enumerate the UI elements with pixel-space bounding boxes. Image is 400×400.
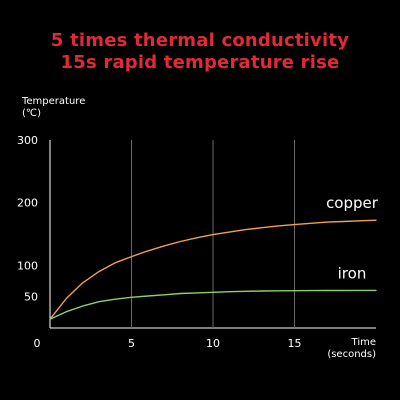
x-tick-label: 10 xyxy=(206,337,220,350)
y-tick-label: 100 xyxy=(17,259,38,272)
y-tick-label: 200 xyxy=(17,197,38,210)
y-tick-label: 50 xyxy=(24,291,38,304)
series-label-iron: iron xyxy=(338,264,367,282)
y-tick-labels: 50 100 200 300 xyxy=(17,134,38,304)
x-axis-label-line-1: Time xyxy=(351,337,376,348)
series-lines xyxy=(49,219,377,320)
y-tick-label: 300 xyxy=(17,134,38,147)
series-labels: copper iron xyxy=(326,194,379,282)
y-axis-label-line-1: Temperature xyxy=(21,96,85,107)
x-tick-labels: 0 5 10 15 xyxy=(34,337,302,350)
y-axis-label-line-2: (℃) xyxy=(22,108,41,119)
x-tick-label: 15 xyxy=(288,337,302,350)
x-tick-label: 0 xyxy=(34,337,41,350)
headline-line-2: 15s rapid temperature rise xyxy=(60,52,340,73)
x-axis-label-line-2: (seconds) xyxy=(327,349,376,360)
x-tick-label: 5 xyxy=(128,337,135,350)
headline-line-1: 5 times thermal conductivity xyxy=(50,30,350,51)
series-line-iron xyxy=(49,289,377,320)
series-label-copper: copper xyxy=(326,194,379,212)
series-line-copper xyxy=(49,219,377,320)
